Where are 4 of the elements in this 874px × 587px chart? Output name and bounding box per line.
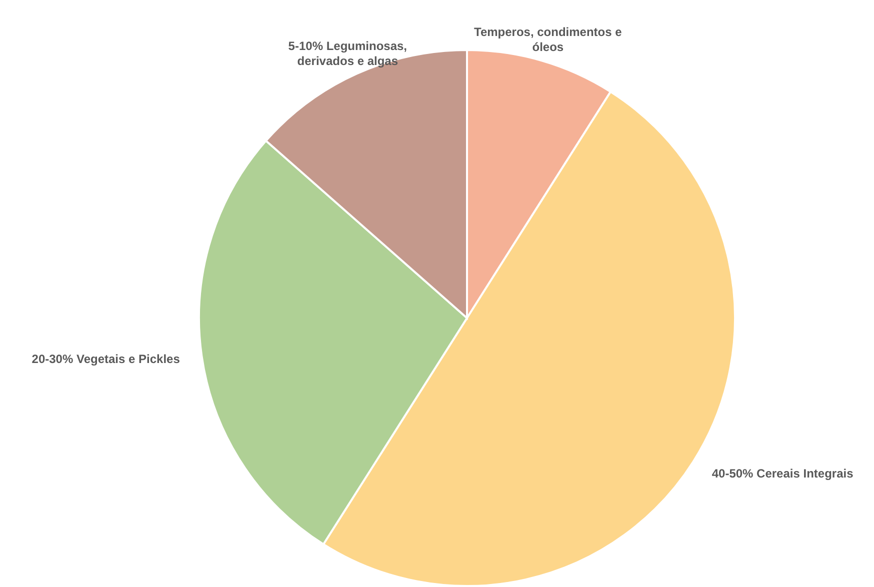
slice-label: 20-30% Vegetais e Pickles [32, 352, 180, 366]
slice-label: Temperos, condimentos e óleos [474, 25, 622, 54]
slice-label: 40-50% Cereais Integrais [712, 466, 854, 480]
slice-label: 5-10% Leguminosas, derivados e algas [288, 39, 408, 68]
